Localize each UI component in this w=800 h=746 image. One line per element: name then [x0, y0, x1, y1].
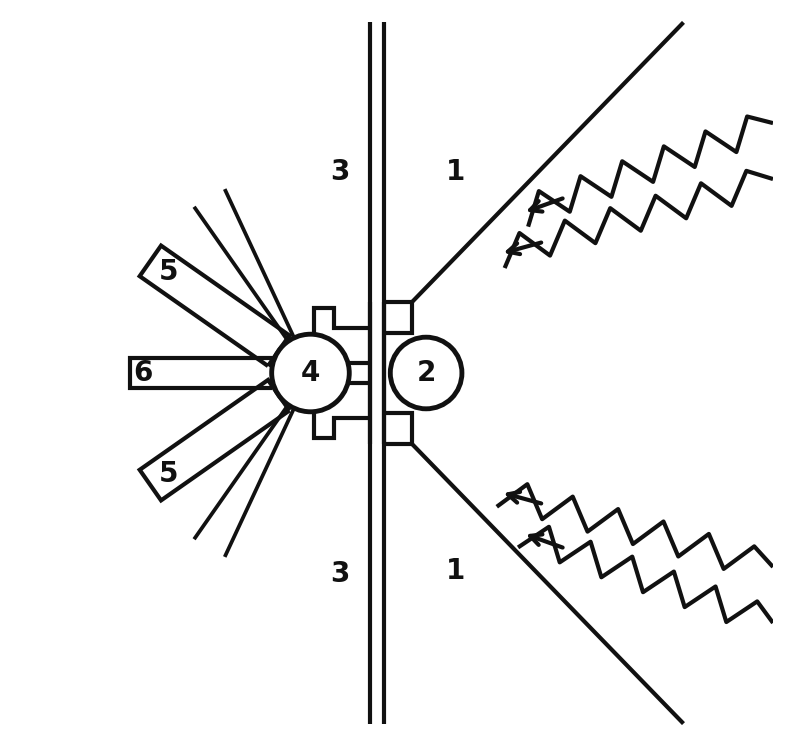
Text: 1: 1 [446, 157, 466, 186]
Circle shape [272, 334, 350, 412]
Text: 5: 5 [159, 258, 178, 286]
Text: 2: 2 [417, 359, 436, 387]
Text: 4: 4 [301, 359, 320, 387]
Circle shape [390, 337, 462, 409]
Text: 5: 5 [159, 460, 178, 488]
Text: 3: 3 [330, 157, 350, 186]
Text: 1: 1 [446, 557, 466, 585]
Text: 3: 3 [330, 560, 350, 589]
Text: 6: 6 [133, 359, 152, 387]
